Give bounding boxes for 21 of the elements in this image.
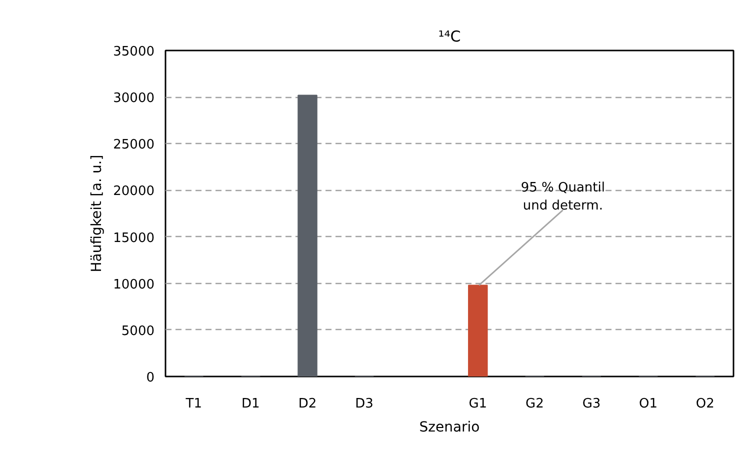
x-tick-label: G3 [582,396,601,412]
x-tick-label: T1 [184,396,202,412]
y-axis-title: Häufigkeit [a. u.] [89,154,106,272]
y-tick-label: 35000 [113,44,155,60]
y-tick-label: 15000 [113,230,155,246]
x-tick-label: O2 [696,396,714,412]
x-tick-label: O1 [639,396,658,412]
x-tick-label: G2 [526,396,544,412]
x-axis-title: Szenario [419,420,480,436]
y-tick-label: 0 [146,370,155,386]
x-tick-label: D1 [242,396,260,412]
y-tick-label: 20000 [113,184,155,200]
y-tick-label: 30000 [113,91,155,106]
y-tick-label: 10000 [113,277,155,292]
y-tick-label: 5000 [121,324,155,339]
x-tick-label: G1 [468,396,488,412]
x-tick-label: D3 [355,396,374,412]
annotation: 95 % Quantil und determ. [520,180,605,214]
chart-title: ¹⁴C [438,28,461,46]
y-tick-label: 25000 [113,138,155,153]
x-tick-label: D2 [298,396,317,412]
